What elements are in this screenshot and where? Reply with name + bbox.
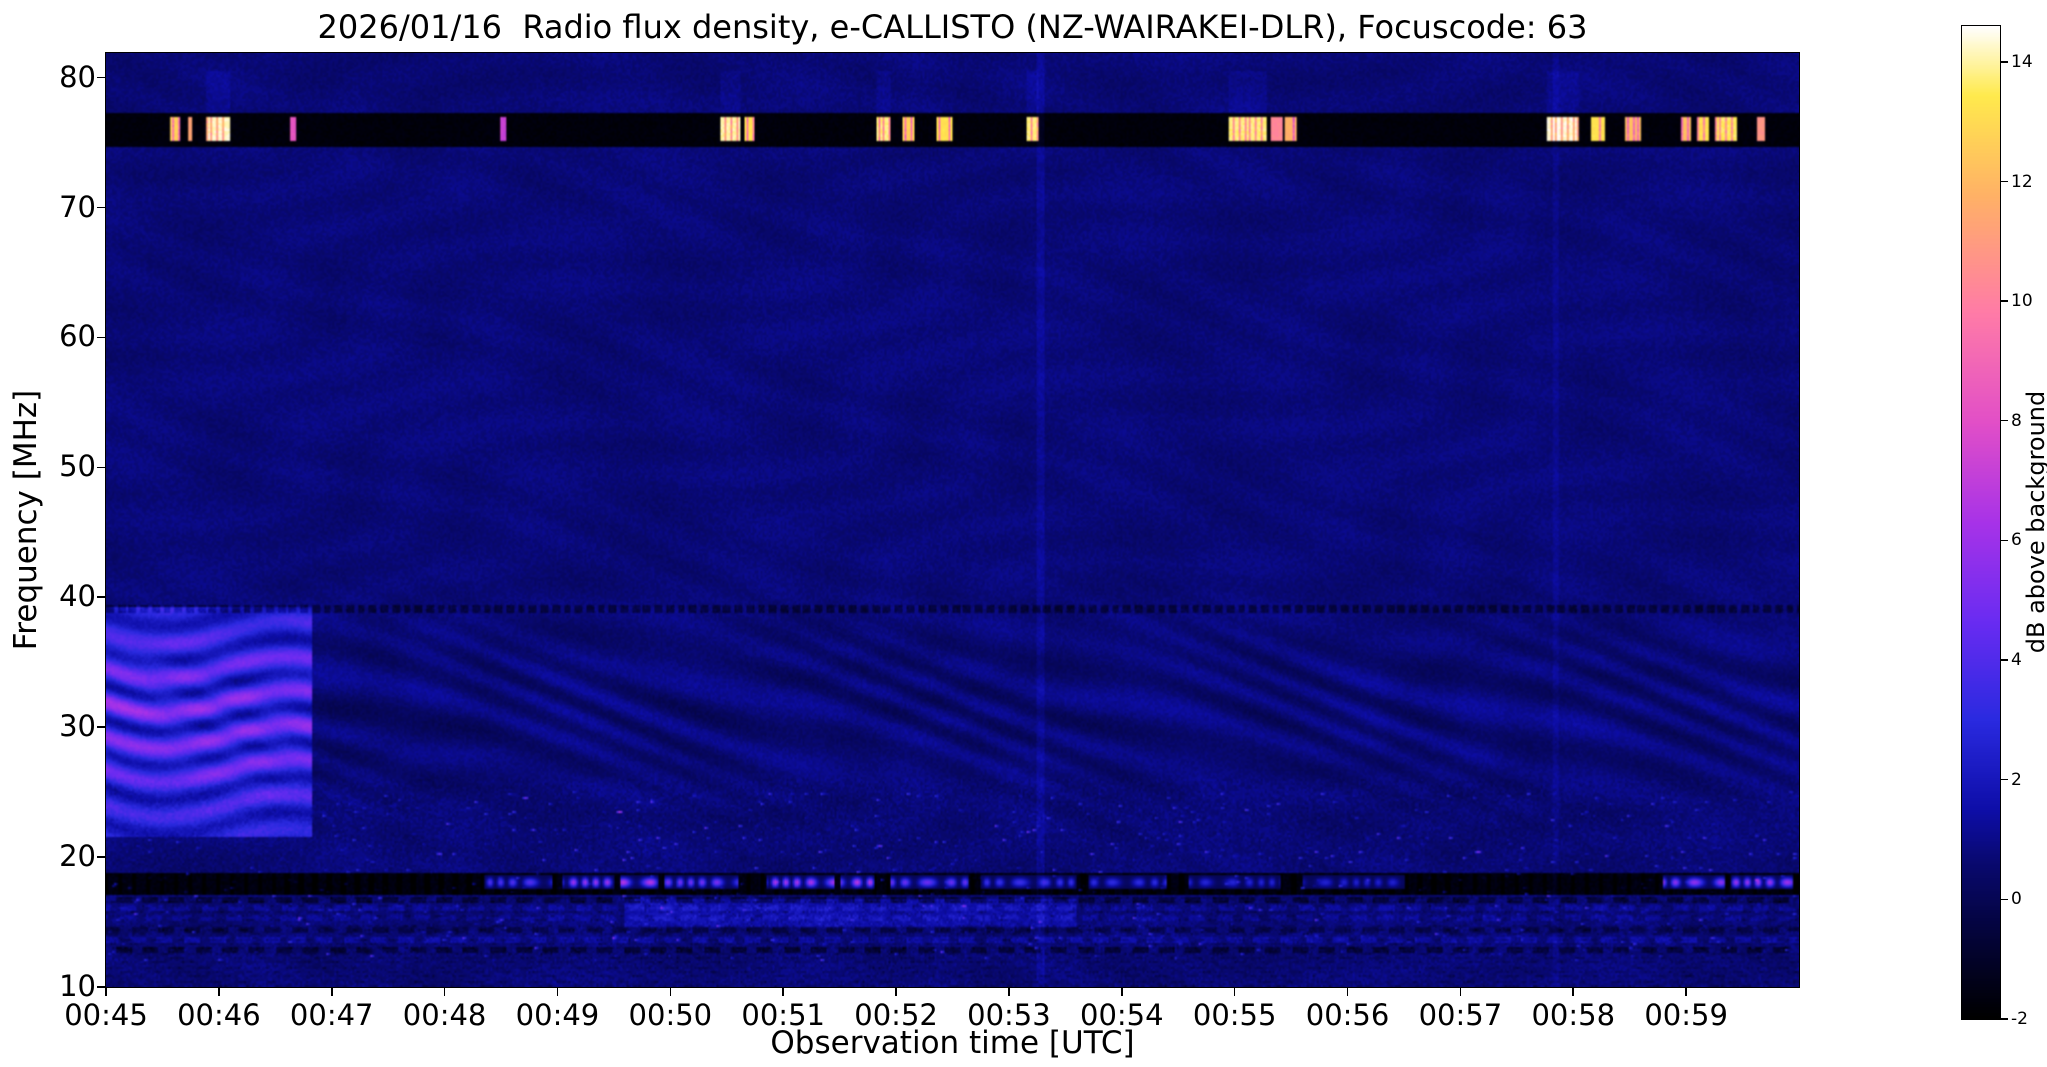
y-tick-label: 30 <box>59 709 96 744</box>
colorbar-tick-mark <box>2001 659 2008 661</box>
y-tick-mark <box>97 596 105 599</box>
x-tick-mark <box>1459 988 1462 996</box>
x-tick-label: 00:49 <box>515 998 600 1032</box>
y-tick-label: 10 <box>59 969 96 1003</box>
colorbar-tick-mark <box>2001 539 2008 542</box>
y-tick-mark <box>97 466 105 469</box>
x-tick-mark <box>556 988 559 996</box>
y-tick-label: 70 <box>59 189 96 224</box>
x-tick-label: 00:55 <box>1192 998 1277 1032</box>
x-tick-label: 00:57 <box>1418 998 1503 1032</box>
y-tick-mark <box>97 76 105 79</box>
x-tick-label: 00:52 <box>854 998 938 1032</box>
colorbar-tick-label: 8 <box>2011 410 2022 431</box>
x-tick-label: 00:51 <box>741 998 825 1032</box>
colorbar-tick-label: 14 <box>2011 51 2033 72</box>
colorbar-tick-label: 0 <box>2011 889 2022 910</box>
colorbar-tick-mark <box>2001 420 2008 422</box>
colorbar-tick-label: 12 <box>2011 171 2033 192</box>
x-tick-mark <box>1121 988 1123 996</box>
x-axis-label: Observation time [UTC] <box>770 1025 1135 1061</box>
x-tick-mark <box>1346 988 1349 996</box>
colorbar-tick-mark <box>2001 779 2008 781</box>
colorbar-tick-mark <box>2001 300 2008 302</box>
figure-title: 2026/01/16 Radio flux density, e-CALLIST… <box>317 8 1588 46</box>
spectrogram-heatmap <box>105 52 1800 988</box>
y-tick-mark <box>97 856 105 858</box>
colorbar-tick-mark <box>2001 61 2008 63</box>
x-tick-mark <box>1572 988 1575 996</box>
y-tick-mark <box>97 206 105 209</box>
x-tick-label: 00:47 <box>289 998 374 1032</box>
colorbar-tick-label: 10 <box>2011 291 2033 312</box>
x-tick-mark <box>330 988 333 996</box>
colorbar-tick-mark <box>2001 898 2008 901</box>
colorbar-gradient <box>1961 25 2001 1020</box>
y-tick-label: 20 <box>59 839 96 874</box>
x-tick-mark <box>782 988 784 996</box>
x-tick-label: 00:46 <box>177 998 261 1032</box>
x-tick-mark <box>105 988 107 996</box>
colorbar-tick-mark <box>2001 1018 2008 1020</box>
colorbar-tick-label: 2 <box>2011 769 2022 790</box>
colorbar-tick-label: 4 <box>2011 650 2022 671</box>
colorbar-tick-label: -2 <box>2011 1009 2028 1029</box>
x-tick-label: 00:53 <box>967 998 1051 1032</box>
colorbar-tick-label: 6 <box>2011 530 2022 551</box>
y-tick-label: 50 <box>59 449 96 484</box>
y-tick-label: 60 <box>59 319 96 354</box>
x-tick-mark <box>669 988 672 996</box>
x-tick-label: 00:45 <box>64 998 148 1032</box>
x-tick-mark <box>443 988 446 996</box>
colorbar-tick-mark <box>2001 180 2008 183</box>
y-tick-mark <box>97 986 105 988</box>
y-tick-label: 80 <box>59 59 96 94</box>
x-tick-mark <box>1233 988 1236 996</box>
colorbar-label: dB above background <box>2022 390 2047 654</box>
x-tick-label: 00:56 <box>1305 998 1390 1032</box>
y-tick-label: 40 <box>59 579 96 614</box>
y-tick-mark <box>97 726 105 728</box>
x-tick-mark <box>218 988 220 996</box>
x-tick-mark <box>1008 988 1010 996</box>
x-tick-label: 00:54 <box>1080 998 1164 1032</box>
x-tick-mark <box>895 988 897 996</box>
x-tick-label: 00:48 <box>402 998 487 1032</box>
x-tick-label: 00:59 <box>1644 998 1728 1032</box>
x-tick-mark <box>1685 988 1687 996</box>
x-tick-label: 00:50 <box>628 998 713 1032</box>
y-tick-mark <box>97 336 105 339</box>
x-tick-label: 00:58 <box>1531 998 1616 1032</box>
